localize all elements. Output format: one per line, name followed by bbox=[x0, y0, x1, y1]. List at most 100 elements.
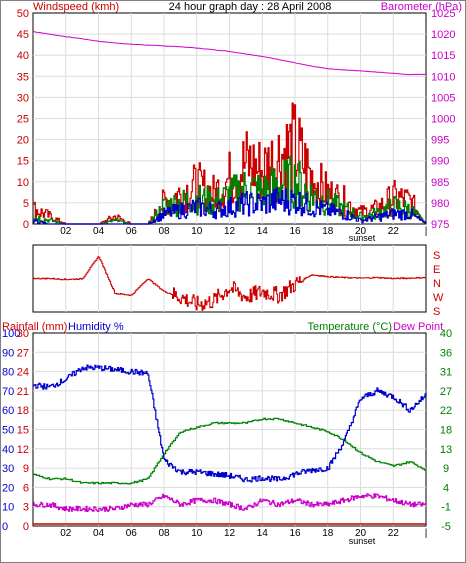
barometer-tick-label: 1005 bbox=[431, 92, 455, 104]
wind-speed-line bbox=[33, 155, 426, 225]
rainfall-tick-label: 27 bbox=[17, 347, 29, 359]
rainfall-tick-label: 24 bbox=[17, 367, 29, 379]
barometer-line bbox=[32, 31, 427, 76]
x-tick-label: 04 bbox=[93, 528, 105, 539]
rainfall-tick-label: 18 bbox=[17, 405, 29, 417]
x-tick-label: 06 bbox=[126, 528, 138, 539]
x-tick-label: 18 bbox=[322, 226, 334, 237]
temperature-right-ticks: -5 -1 4 9 13 18 22 27 31 36 40 bbox=[440, 328, 452, 533]
temperature-x-ticks: 02 04 06 08 10 12 14 16 18 20 22 | bbox=[60, 528, 427, 539]
humidity-tick-label: 90 bbox=[2, 347, 14, 359]
rainfall-tick-label: 9 bbox=[23, 463, 29, 475]
barometer-tick-label: 1000 bbox=[431, 114, 455, 126]
x-tick-label: 08 bbox=[158, 226, 170, 237]
rainfall-axis-title: Rainfall (mm) bbox=[2, 321, 67, 333]
humidity-tick-label: 70 bbox=[2, 386, 14, 398]
wind-tick-label: 20 bbox=[17, 135, 29, 147]
barometer-tick-label: 980 bbox=[431, 198, 449, 210]
x-tick-label: 20 bbox=[355, 226, 367, 237]
humidity-axis-title: Humidity % bbox=[68, 321, 124, 333]
right-axis-title: Barometer (hPa) bbox=[381, 1, 462, 13]
wind-x-ticks: 02 04 06 08 10 12 14 16 18 20 22 | bbox=[60, 226, 427, 237]
humidity-tick-label: 100 bbox=[2, 328, 20, 340]
x-tick-end: | bbox=[425, 226, 428, 237]
wind-left-ticks: 0 5 10 15 20 25 30 35 40 45 50 bbox=[17, 8, 29, 231]
temperature-tick-label: 27 bbox=[440, 386, 452, 398]
barometer-tick-label: 1020 bbox=[431, 29, 455, 41]
x-tick-label: 02 bbox=[60, 226, 72, 237]
humidity-line bbox=[33, 364, 427, 483]
wind-tick-label: 45 bbox=[17, 29, 29, 41]
x-tick-label: 22 bbox=[388, 226, 400, 237]
direction-label-s-bottom: S bbox=[433, 306, 440, 318]
temperature-line bbox=[33, 417, 427, 485]
barometer-tick-label: 1015 bbox=[431, 50, 455, 62]
rainfall-tick-label: 0 bbox=[23, 521, 29, 533]
temperature-tick-label: 31 bbox=[440, 367, 452, 379]
x-tick-label: 14 bbox=[257, 226, 269, 237]
dewpoint-line bbox=[33, 493, 427, 512]
sunset-label-bottom: sunset bbox=[349, 536, 376, 546]
direction-series bbox=[33, 256, 427, 311]
wind-tick-label: 30 bbox=[17, 92, 29, 104]
rainfall-tick-label: 21 bbox=[17, 386, 29, 398]
dewpoint-axis-title: Dew Point bbox=[393, 321, 443, 333]
temperature-tick-label: 22 bbox=[440, 405, 452, 417]
chart-title: 24 hour graph day : 28 April 2008 bbox=[169, 1, 332, 13]
wind-gust-line bbox=[33, 102, 426, 225]
x-tick-label: 04 bbox=[93, 226, 105, 237]
temperature-tick-label: -1 bbox=[441, 502, 451, 514]
wind-tick-label: 10 bbox=[17, 177, 29, 189]
barometer-tick-label: 990 bbox=[431, 156, 449, 168]
wind-tick-label: 0 bbox=[23, 219, 29, 231]
x-tick-label: 12 bbox=[224, 226, 236, 237]
humidity-tick-label: 30 bbox=[2, 463, 14, 475]
left-axis-title: Windspeed (kmh) bbox=[33, 1, 119, 13]
direction-label-w: W bbox=[433, 292, 444, 304]
wind-average-line bbox=[33, 187, 426, 225]
temperature-tick-label: 9 bbox=[443, 463, 449, 475]
humidity-tick-label: 0 bbox=[2, 521, 8, 533]
wind-tick-label: 15 bbox=[17, 156, 29, 168]
wind-tick-label: 35 bbox=[17, 71, 29, 83]
x-tick-label: 06 bbox=[126, 226, 138, 237]
x-tick-label: 16 bbox=[289, 528, 301, 539]
sunset-label-top: sunset bbox=[349, 233, 376, 243]
temperature-grid bbox=[33, 333, 426, 526]
rainfall-tick-label: 12 bbox=[17, 444, 29, 456]
temperature-axis-title: Temperature (°C) bbox=[308, 321, 392, 333]
temperature-tick-label: 4 bbox=[443, 482, 449, 494]
x-tick-label: 20 bbox=[355, 528, 367, 539]
barometer-tick-label: 1025 bbox=[431, 8, 455, 20]
barometer-tick-label: 975 bbox=[431, 219, 449, 231]
humidity-tick-label: 10 bbox=[2, 502, 14, 514]
barometer-tick-label: 995 bbox=[431, 135, 449, 147]
wind-grid bbox=[33, 13, 426, 224]
direction-labels: S E N W S bbox=[433, 250, 444, 318]
wind-direction-line bbox=[33, 256, 427, 311]
rainfall-tick-label: 3 bbox=[23, 502, 29, 514]
direction-label-e: E bbox=[433, 264, 440, 276]
rainfall-tick-label: 6 bbox=[23, 482, 29, 494]
direction-label-s-top: S bbox=[433, 250, 440, 262]
wind-series bbox=[32, 31, 427, 225]
x-tick-end: | bbox=[425, 528, 428, 539]
x-tick-label: 12 bbox=[224, 528, 236, 539]
x-tick-label: 18 bbox=[322, 528, 334, 539]
humidity-tick-label: 20 bbox=[2, 482, 14, 494]
humidity-tick-label: 80 bbox=[2, 367, 14, 379]
wind-tick-label: 50 bbox=[17, 8, 29, 20]
temperature-tick-label: 40 bbox=[440, 328, 452, 340]
rainfall-tick-label: 15 bbox=[17, 425, 29, 437]
wind-tick-label: 40 bbox=[17, 50, 29, 62]
barometer-tick-label: 985 bbox=[431, 177, 449, 189]
x-tick-label: 08 bbox=[158, 528, 170, 539]
x-tick-label: 16 bbox=[289, 226, 301, 237]
humidity-tick-label: 60 bbox=[2, 405, 14, 417]
x-tick-label: 14 bbox=[257, 528, 269, 539]
temperature-tick-label: -5 bbox=[441, 521, 451, 533]
x-tick-label: 02 bbox=[60, 528, 72, 539]
rainfall-tick-label: 30 bbox=[17, 328, 29, 340]
